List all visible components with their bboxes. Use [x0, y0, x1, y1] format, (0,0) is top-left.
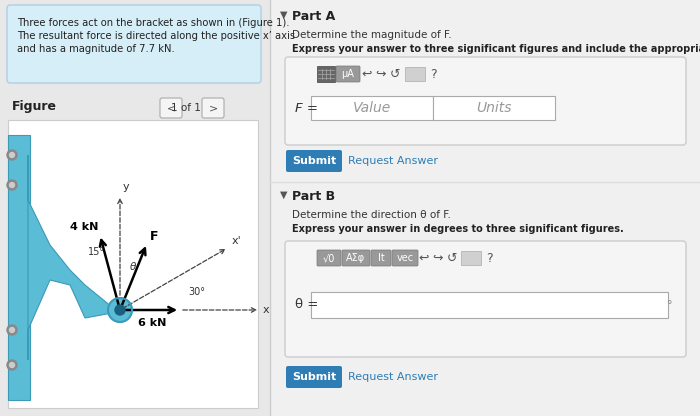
Text: ▼: ▼: [280, 10, 288, 20]
Text: and has a magnitude of 7.7 kN.: and has a magnitude of 7.7 kN.: [17, 44, 175, 54]
Text: ?: ?: [486, 252, 492, 265]
Text: y: y: [123, 182, 130, 192]
Text: Units: Units: [476, 101, 512, 115]
FancyBboxPatch shape: [285, 57, 686, 145]
FancyBboxPatch shape: [311, 292, 668, 318]
Text: vec: vec: [396, 253, 414, 263]
FancyBboxPatch shape: [392, 250, 418, 266]
Circle shape: [108, 298, 132, 322]
Text: Three forces act on the bracket as shown in (Figure 1).: Three forces act on the bracket as shown…: [17, 18, 290, 28]
FancyBboxPatch shape: [461, 251, 481, 265]
Text: F =: F =: [295, 102, 318, 114]
Text: Value: Value: [353, 101, 391, 115]
FancyBboxPatch shape: [371, 250, 391, 266]
Circle shape: [7, 360, 17, 370]
Text: 30°: 30°: [188, 287, 205, 297]
FancyBboxPatch shape: [0, 0, 270, 416]
Text: F: F: [150, 230, 158, 243]
FancyBboxPatch shape: [160, 98, 182, 118]
Text: μA: μA: [342, 69, 354, 79]
FancyBboxPatch shape: [286, 366, 342, 388]
FancyBboxPatch shape: [405, 67, 425, 81]
FancyBboxPatch shape: [433, 96, 555, 120]
Text: Request Answer: Request Answer: [348, 372, 438, 382]
FancyBboxPatch shape: [311, 96, 433, 120]
Text: θ: θ: [130, 262, 136, 272]
Text: Part B: Part B: [292, 190, 335, 203]
Text: Determine the direction θ of F.: Determine the direction θ of F.: [292, 210, 451, 220]
Circle shape: [7, 150, 17, 160]
Text: Determine the magnitude of F.: Determine the magnitude of F.: [292, 30, 452, 40]
Text: Part A: Part A: [292, 10, 335, 23]
Text: 15°: 15°: [88, 247, 105, 257]
Text: Request Answer: Request Answer: [348, 156, 438, 166]
Text: 4 kN: 4 kN: [70, 222, 98, 232]
Text: Express your answer to three significant figures and include the appropriate uni: Express your answer to three significant…: [292, 44, 700, 54]
Text: ↩: ↩: [419, 252, 429, 265]
Text: ↪: ↪: [376, 67, 386, 81]
FancyBboxPatch shape: [286, 150, 342, 172]
Circle shape: [10, 153, 15, 158]
Text: Express your answer in degrees to three significant figures.: Express your answer in degrees to three …: [292, 224, 624, 234]
FancyBboxPatch shape: [8, 120, 258, 408]
FancyBboxPatch shape: [285, 241, 686, 357]
Text: >: >: [209, 103, 218, 113]
FancyBboxPatch shape: [270, 0, 700, 416]
Polygon shape: [28, 155, 120, 360]
Circle shape: [10, 183, 15, 188]
Text: 1 of 1: 1 of 1: [171, 103, 201, 113]
Text: ↺: ↺: [447, 252, 457, 265]
Circle shape: [115, 305, 125, 315]
FancyBboxPatch shape: [342, 250, 370, 266]
Text: ΑΣφ: ΑΣφ: [346, 253, 365, 263]
FancyBboxPatch shape: [317, 66, 335, 82]
Text: ↺: ↺: [390, 67, 400, 81]
Text: Submit: Submit: [292, 372, 336, 382]
Text: θ =: θ =: [295, 299, 318, 312]
FancyBboxPatch shape: [336, 66, 360, 82]
Text: √0: √0: [323, 253, 335, 263]
Text: Submit: Submit: [292, 156, 336, 166]
Text: ↪: ↪: [433, 252, 443, 265]
Text: x': x': [231, 235, 241, 245]
Text: ↩: ↩: [362, 67, 372, 81]
Text: The resultant force is directed along the positive x’ axis: The resultant force is directed along th…: [17, 31, 295, 41]
Text: ▼: ▼: [280, 190, 288, 200]
Text: Figure: Figure: [12, 100, 57, 113]
Circle shape: [10, 362, 15, 367]
Text: 6 kN: 6 kN: [138, 318, 167, 328]
FancyBboxPatch shape: [317, 250, 341, 266]
FancyBboxPatch shape: [202, 98, 224, 118]
Text: x: x: [263, 305, 270, 315]
Text: It: It: [377, 253, 384, 263]
Polygon shape: [8, 135, 30, 400]
Text: °: °: [667, 300, 673, 310]
Circle shape: [10, 327, 15, 332]
Circle shape: [7, 325, 17, 335]
Text: <: <: [167, 103, 176, 113]
FancyBboxPatch shape: [7, 5, 261, 83]
Circle shape: [7, 180, 17, 190]
Text: ?: ?: [430, 67, 436, 81]
